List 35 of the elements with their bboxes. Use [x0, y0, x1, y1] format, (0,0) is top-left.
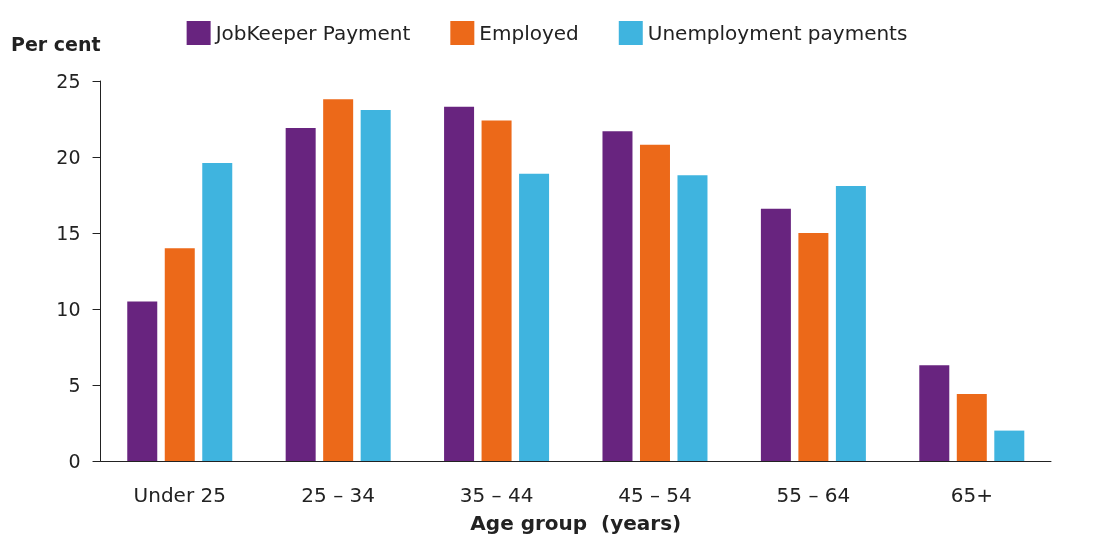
y-tick-label: 20	[56, 146, 81, 168]
x-axis-title: Age group (years)	[470, 511, 682, 535]
bar	[323, 99, 354, 461]
bar	[760, 208, 791, 461]
x-tick-label: 65+	[950, 483, 993, 507]
legend-label: JobKeeper Payment	[213, 21, 411, 45]
x-tick-label: 35 – 44	[459, 483, 534, 507]
x-tick-label: 45 – 54	[618, 483, 692, 507]
y-tick-label: 25	[56, 70, 81, 92]
bar	[481, 120, 512, 461]
bar	[164, 248, 195, 461]
legend-label: Employed	[479, 21, 579, 45]
x-tick-label: 55 – 64	[776, 483, 851, 507]
bar	[127, 301, 158, 461]
bar	[919, 365, 950, 461]
y-tick-label: 0	[68, 450, 81, 472]
bar	[956, 394, 987, 461]
bar	[202, 163, 233, 461]
y-tick-label: 5	[68, 374, 81, 396]
bar	[835, 185, 866, 461]
y-tick-label: 10	[56, 298, 81, 320]
bar	[994, 430, 1025, 461]
y-tick-label: 15	[56, 222, 81, 244]
bar	[519, 173, 550, 461]
bar	[602, 131, 633, 461]
bar	[798, 233, 829, 461]
bar	[285, 128, 316, 461]
bar	[360, 109, 391, 461]
y-axis-title: Per cent	[10, 32, 101, 55]
bar	[444, 106, 475, 461]
x-tick-label: 25 – 34	[301, 483, 375, 507]
bar	[639, 144, 670, 461]
x-tick-label: Under 25	[133, 483, 226, 507]
bar	[677, 175, 708, 461]
legend-label: Unemployment payments	[647, 21, 908, 45]
